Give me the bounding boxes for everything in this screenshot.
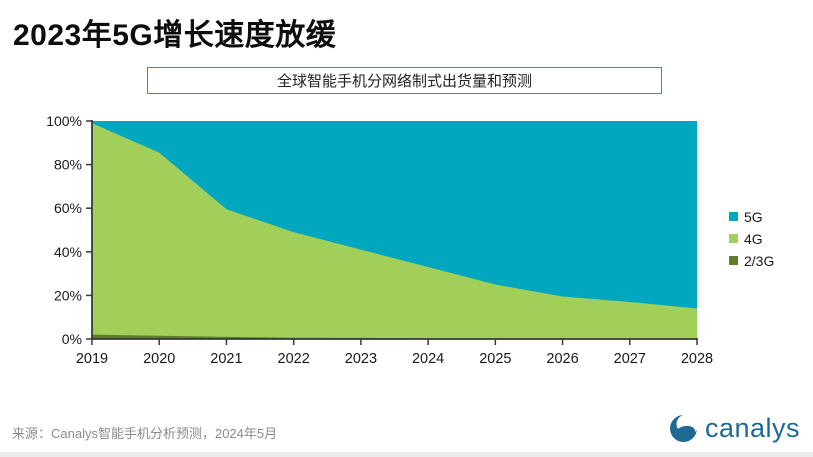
legend-swatch-4g-icon: [729, 234, 738, 243]
x-tick-label: 2028: [681, 351, 713, 367]
subtitle-text: 全球智能手机分网络制式出货量和预测: [276, 73, 532, 90]
y-tick-label: 100%: [46, 113, 82, 129]
legend-item-5g: 5G: [729, 209, 774, 224]
x-tick-label: 2023: [345, 351, 377, 367]
x-tick-label: 2020: [143, 351, 175, 367]
x-tick-label: 2022: [278, 351, 310, 367]
canalys-logo-mark-icon: [669, 414, 699, 442]
y-tick-label: 60%: [54, 200, 82, 216]
legend-item-4g: 4G: [729, 231, 774, 246]
x-tick-label: 2027: [614, 351, 646, 367]
legend-swatch-5g-icon: [729, 212, 738, 221]
area-4g: [92, 123, 697, 340]
x-tick-label: 2021: [210, 351, 242, 367]
canalys-logo-text: canalys: [704, 412, 800, 443]
area-2-3g: [92, 334, 697, 339]
x-tick-label: 2025: [479, 351, 511, 367]
y-tick-label: 40%: [54, 244, 82, 260]
y-tick-label: 80%: [54, 157, 82, 173]
legend-swatch-23g-icon: [729, 256, 738, 265]
bottom-divider: [0, 452, 813, 457]
page-title: 2023年5G增长速度放缓: [13, 19, 337, 52]
x-tick-label: 2024: [412, 351, 444, 367]
subtitle-box: 全球智能手机分网络制式出货量和预测: [147, 67, 662, 94]
chart-legend: 5G 4G 2/3G: [729, 209, 774, 268]
legend-label-4g: 4G: [744, 230, 763, 247]
legend-label-5g: 5G: [744, 208, 763, 225]
x-tick-label: 2019: [76, 351, 108, 367]
canalys-logo: canalys: [669, 413, 800, 443]
source-text: 来源：Canalys智能手机分析预测，2024年5月: [12, 426, 278, 441]
y-tick-label: 20%: [54, 287, 82, 303]
y-tick-label: 0%: [62, 331, 82, 347]
x-tick-label: 2026: [546, 351, 578, 367]
legend-label-23g: 2/3G: [744, 252, 775, 269]
legend-item-23g: 2/3G: [729, 253, 774, 268]
